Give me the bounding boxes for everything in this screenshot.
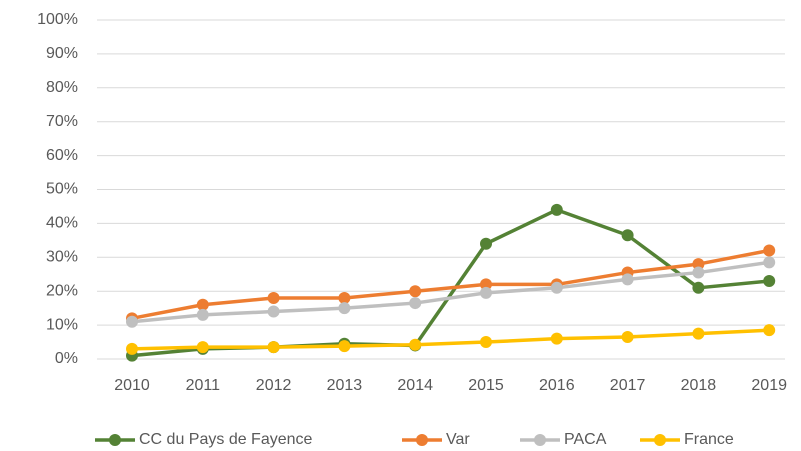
y-tick-label: 20% bbox=[46, 282, 78, 299]
x-tick-label: 2011 bbox=[186, 377, 221, 394]
point bbox=[196, 298, 209, 311]
point bbox=[480, 237, 492, 250]
point bbox=[692, 258, 705, 271]
point bbox=[621, 273, 634, 286]
x-tick-label: 2016 bbox=[539, 377, 575, 394]
point bbox=[267, 291, 280, 304]
legend-marker bbox=[416, 434, 428, 446]
point bbox=[338, 291, 351, 304]
y-tick-label: 30% bbox=[46, 249, 78, 266]
point bbox=[409, 297, 422, 310]
y-tick-label: 80% bbox=[46, 79, 78, 96]
point bbox=[196, 341, 209, 354]
x-tick-label: 2019 bbox=[751, 377, 787, 394]
point bbox=[480, 278, 492, 291]
x-tick-label: 2017 bbox=[610, 377, 646, 394]
point bbox=[763, 275, 776, 288]
point bbox=[763, 324, 776, 337]
point bbox=[196, 308, 209, 321]
point bbox=[480, 336, 492, 349]
point bbox=[763, 256, 776, 269]
point bbox=[550, 332, 563, 345]
y-tick-label: 50% bbox=[46, 181, 78, 198]
point bbox=[126, 342, 138, 355]
point bbox=[338, 340, 351, 353]
point bbox=[692, 266, 705, 279]
point bbox=[621, 330, 634, 343]
legend-label: France bbox=[684, 431, 734, 448]
legend-marker bbox=[654, 434, 666, 446]
y-tick-label: 0% bbox=[55, 350, 78, 367]
y-tick-label: 70% bbox=[46, 113, 78, 130]
point bbox=[550, 203, 563, 216]
legend-marker bbox=[109, 434, 121, 446]
legend-marker bbox=[534, 434, 546, 446]
point bbox=[409, 285, 422, 298]
point bbox=[126, 315, 138, 328]
series-line bbox=[131, 248, 770, 321]
point bbox=[267, 305, 280, 318]
point bbox=[338, 302, 351, 315]
y-tick-label: 90% bbox=[46, 45, 78, 62]
series-line bbox=[131, 328, 770, 351]
y-tick-label: 100% bbox=[37, 11, 78, 28]
legend-label: Var bbox=[446, 431, 470, 448]
x-tick-label: 2012 bbox=[256, 377, 292, 394]
point bbox=[267, 341, 280, 354]
x-tick-label: 2015 bbox=[468, 377, 504, 394]
legend-label: PACA bbox=[564, 431, 607, 448]
x-tick-label: 2013 bbox=[327, 377, 363, 394]
point bbox=[480, 286, 492, 299]
y-tick-label: 10% bbox=[46, 316, 78, 333]
point bbox=[763, 244, 776, 257]
point bbox=[409, 338, 422, 351]
point bbox=[621, 229, 634, 242]
x-tick-label: 2010 bbox=[114, 377, 150, 394]
x-tick-label: 2018 bbox=[681, 377, 717, 394]
y-tick-label: 40% bbox=[46, 215, 78, 232]
legend-label: CC du Pays de Fayence bbox=[139, 431, 313, 448]
x-tick-label: 2014 bbox=[397, 377, 433, 394]
y-tick-label: 60% bbox=[46, 147, 78, 164]
point bbox=[550, 281, 563, 294]
point bbox=[692, 281, 705, 294]
point bbox=[692, 327, 705, 340]
series-line bbox=[131, 260, 770, 324]
